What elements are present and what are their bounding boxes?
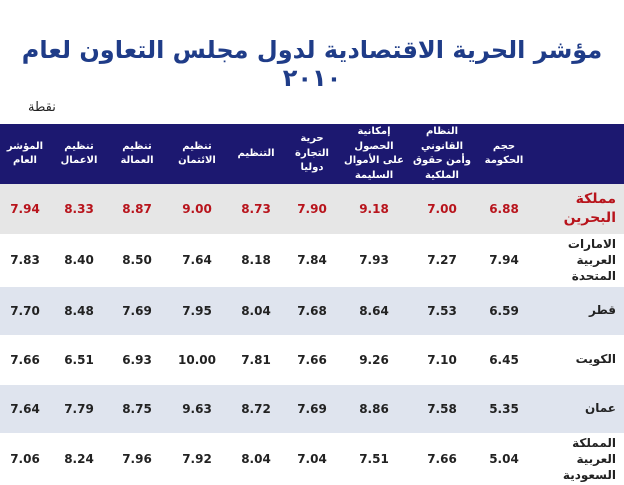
value-cell: 7.95 <box>166 286 228 336</box>
value-cell: 6.45 <box>476 335 532 385</box>
value-cell: 9.26 <box>340 335 408 385</box>
value-cell: 7.84 <box>284 234 340 287</box>
value-cell: 10.00 <box>166 335 228 385</box>
value-cell: 7.94 <box>476 234 532 287</box>
value-cell: 7.66 <box>0 335 50 385</box>
country-cell: الكويت <box>532 335 624 385</box>
value-cell: 7.53 <box>408 286 476 336</box>
header-credit-regulation: تنظيم الائتمان <box>166 124 228 184</box>
value-cell: 8.24 <box>50 433 108 485</box>
value-cell: 7.66 <box>284 335 340 385</box>
value-cell: 7.94 <box>0 184 50 235</box>
header-country <box>532 124 624 184</box>
country-cell: الامارات العربية المتحدة <box>532 234 624 287</box>
value-cell: 5.35 <box>476 384 532 434</box>
header-overall-index: المؤشر العام <box>0 124 50 184</box>
header-business-regulation: تنظيم الاعمال <box>50 124 108 184</box>
value-cell: 9.63 <box>166 384 228 434</box>
value-cell: 7.70 <box>0 286 50 336</box>
value-cell: 5.04 <box>476 433 532 485</box>
table-row: عمان 5.35 7.58 8.86 7.69 8.72 9.63 8.75 … <box>0 384 624 434</box>
value-cell: 9.00 <box>166 184 228 235</box>
value-cell: 9.18 <box>340 184 408 235</box>
value-cell: 7.93 <box>340 234 408 287</box>
value-cell: 6.93 <box>108 335 166 385</box>
table-row: قطر 6.59 7.53 8.64 7.68 8.04 7.95 7.69 8… <box>0 286 624 336</box>
value-cell: 7.58 <box>408 384 476 434</box>
value-cell: 8.86 <box>340 384 408 434</box>
value-cell: 8.48 <box>50 286 108 336</box>
table-row: الامارات العربية المتحدة 7.94 7.27 7.93 … <box>0 234 624 287</box>
value-cell: 7.10 <box>408 335 476 385</box>
header-trade-freedom: حرية التجارة دوليا <box>284 124 340 184</box>
freedom-index-table: حجم الحكومة النظام القانوني وأمن حقوق ال… <box>0 124 624 485</box>
value-cell: 7.69 <box>108 286 166 336</box>
value-cell: 8.75 <box>108 384 166 434</box>
value-cell: 8.87 <box>108 184 166 235</box>
value-cell: 6.59 <box>476 286 532 336</box>
value-cell: 7.83 <box>0 234 50 287</box>
value-cell: 7.06 <box>0 433 50 485</box>
country-cell: المملكة العربية السعودية <box>532 433 624 485</box>
header-labor-regulation: تنظيم العمالة <box>108 124 166 184</box>
header-sound-money: إمكانية الحصول على الأموال السليمة <box>340 124 408 184</box>
table-header-row: حجم الحكومة النظام القانوني وأمن حقوق ال… <box>0 124 624 184</box>
value-cell: 7.96 <box>108 433 166 485</box>
country-cell: مملكة البحرين <box>532 184 624 235</box>
value-cell: 8.04 <box>228 433 284 485</box>
table-row: الكويت 6.45 7.10 9.26 7.66 7.81 10.00 6.… <box>0 335 624 385</box>
value-cell: 7.69 <box>284 384 340 434</box>
value-cell: 7.27 <box>408 234 476 287</box>
value-cell: 8.73 <box>228 184 284 235</box>
value-cell: 8.64 <box>340 286 408 336</box>
table-row: المملكة العربية السعودية 5.04 7.66 7.51 … <box>0 433 624 485</box>
value-cell: 8.18 <box>228 234 284 287</box>
value-cell: 7.79 <box>50 384 108 434</box>
value-cell: 7.81 <box>228 335 284 385</box>
value-cell: 7.64 <box>0 384 50 434</box>
value-cell: 7.90 <box>284 184 340 235</box>
value-cell: 8.33 <box>50 184 108 235</box>
header-legal-system: النظام القانوني وأمن حقوق الملكية <box>408 124 476 184</box>
value-cell: 7.51 <box>340 433 408 485</box>
country-cell: قطر <box>532 286 624 336</box>
value-cell: 8.50 <box>108 234 166 287</box>
value-cell: 8.72 <box>228 384 284 434</box>
header-government-size: حجم الحكومة <box>476 124 532 184</box>
table-row: مملكة البحرين 6.88 7.00 9.18 7.90 8.73 9… <box>0 184 624 235</box>
value-cell: 6.88 <box>476 184 532 235</box>
header-regulation: التنظيم <box>228 124 284 184</box>
value-cell: 7.64 <box>166 234 228 287</box>
value-cell: 6.51 <box>50 335 108 385</box>
value-cell: 7.92 <box>166 433 228 485</box>
value-cell: 7.66 <box>408 433 476 485</box>
page-title: مؤشر الحرية الاقتصادية لدول مجلس التعاون… <box>21 36 603 92</box>
value-cell: 8.40 <box>50 234 108 287</box>
value-cell: 8.04 <box>228 286 284 336</box>
unit-label: نقطة <box>28 100 56 115</box>
value-cell: 7.68 <box>284 286 340 336</box>
value-cell: 7.00 <box>408 184 476 235</box>
country-cell: عمان <box>532 384 624 434</box>
value-cell: 7.04 <box>284 433 340 485</box>
